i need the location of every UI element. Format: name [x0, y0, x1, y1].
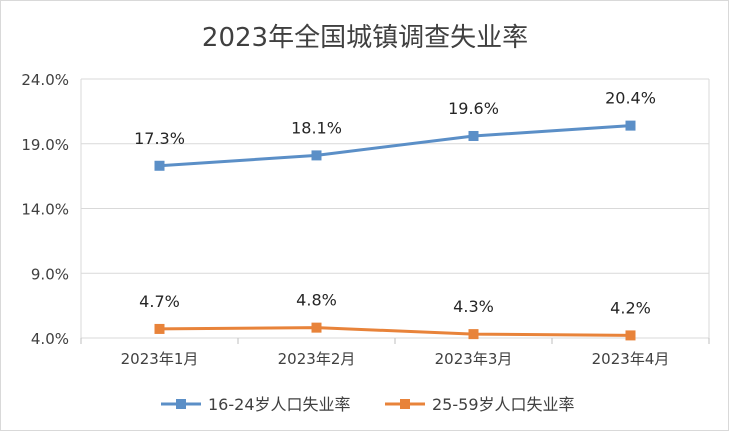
- legend-marker: [400, 399, 410, 409]
- data-label: 4.7%: [139, 292, 180, 311]
- y-tick-label: 24.0%: [21, 71, 69, 89]
- x-axis-ticks: 2023年1月 2023年2月 2023年3月 2023年4月: [80, 338, 710, 368]
- data-point: [625, 330, 636, 341]
- legend-marker: [176, 399, 186, 409]
- data-label: 17.3%: [134, 129, 185, 148]
- x-tick-label: 2023年3月: [435, 350, 513, 368]
- data-point: [154, 323, 165, 334]
- legend: 16-24岁人口失业率 25-59岁人口失业率: [161, 395, 575, 414]
- x-tick-label: 2023年2月: [278, 350, 356, 368]
- legend-label: 25-59岁人口失业率: [432, 395, 575, 414]
- y-tick-label: 14.0%: [21, 201, 69, 219]
- data-label: 20.4%: [605, 89, 656, 108]
- y-tick-label: 4.0%: [31, 330, 69, 348]
- data-point: [311, 150, 322, 161]
- x-tick-label: 2023年4月: [592, 350, 670, 368]
- legend-entry: 16-24岁人口失业率: [161, 395, 351, 414]
- series-line: [159, 124, 631, 168]
- data-label: 18.1%: [291, 118, 342, 137]
- y-axis-ticks: 4.0% 9.0% 14.0% 19.0% 24.0%: [21, 71, 69, 348]
- data-point: [468, 130, 479, 141]
- series-layer: 17.3% 18.1% 19.6% 20.4% 4.7% 4.8% 4.3% 4.2%: [134, 89, 656, 341]
- series-line: [159, 326, 631, 337]
- data-label: 4.8%: [296, 291, 337, 310]
- legend-entry: 25-59岁人口失业率: [385, 395, 575, 414]
- legend-label: 16-24岁人口失业率: [208, 395, 351, 414]
- y-tick-label: 19.0%: [21, 136, 69, 154]
- data-label: 19.6%: [448, 99, 499, 118]
- data-label: 4.2%: [610, 298, 651, 317]
- series-1: 17.3% 18.1% 19.6% 20.4%: [134, 89, 656, 171]
- chart-title: 2023年全国城镇调查失业率: [202, 23, 528, 53]
- series-2: 4.7% 4.8% 4.3% 4.2%: [139, 291, 651, 341]
- data-label: 4.3%: [453, 297, 494, 316]
- x-tick-label: 2023年1月: [121, 350, 199, 368]
- data-point: [625, 120, 636, 131]
- data-point: [154, 160, 165, 171]
- data-point: [311, 322, 322, 333]
- gridlines: [80, 78, 710, 339]
- data-point: [468, 329, 479, 340]
- y-tick-label: 9.0%: [31, 265, 69, 283]
